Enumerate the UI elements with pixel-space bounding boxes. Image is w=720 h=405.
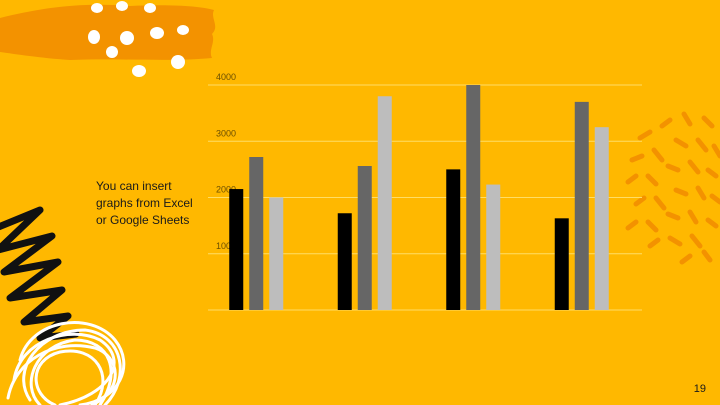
bar xyxy=(594,127,609,310)
bar xyxy=(554,218,569,310)
y-tick-label: 1000 xyxy=(216,241,236,251)
y-tick-label: 4000 xyxy=(216,72,236,82)
black-zigzag-scribble xyxy=(0,206,80,342)
bar xyxy=(446,169,461,310)
caption-line: or Google Sheets xyxy=(96,213,190,227)
bar xyxy=(377,96,392,310)
chart-bars xyxy=(229,85,609,310)
bar xyxy=(466,85,481,310)
bar xyxy=(229,189,244,310)
orange-dash-pattern xyxy=(625,111,720,265)
slide-caption: You can insert graphs from Excel or Goog… xyxy=(96,178,246,229)
caption-line: You can insert xyxy=(96,179,172,193)
white-circle-scribble xyxy=(6,321,126,405)
y-tick-label: 2000 xyxy=(216,185,236,195)
bar xyxy=(269,197,284,310)
page-number: 19 xyxy=(693,383,706,395)
bar xyxy=(574,101,589,310)
bar xyxy=(357,166,372,310)
orange-brush-stroke xyxy=(0,4,216,60)
y-tick-label: 3000 xyxy=(216,128,236,138)
bar-chart: 01000200030004000 xyxy=(208,72,642,311)
bar xyxy=(249,157,264,310)
caption-line: graphs from Excel xyxy=(96,196,193,210)
white-dots xyxy=(88,1,189,77)
bar xyxy=(337,213,352,310)
bar xyxy=(486,184,501,310)
